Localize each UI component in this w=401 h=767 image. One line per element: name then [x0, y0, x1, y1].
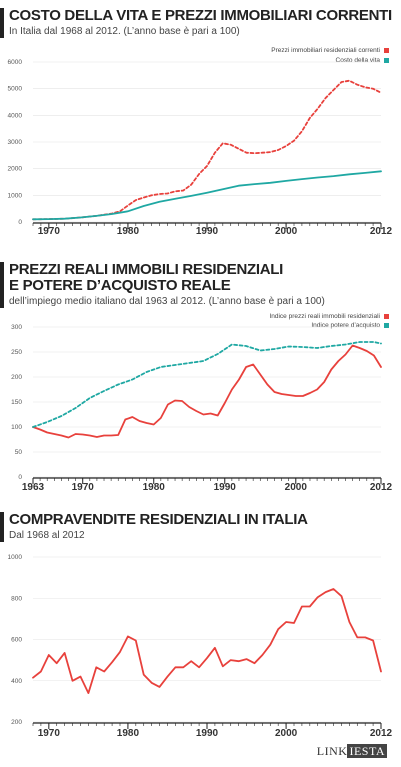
chart-1-legend-swatch-1 [384, 57, 389, 63]
title-bar-3 [0, 512, 4, 542]
chart-1-series-line-0 [32, 79, 382, 221]
chart-3-y-tick-label: 800 [11, 595, 22, 602]
chart-2-series-line-0 [32, 344, 382, 439]
chart-1-y-tick-label: 4000 [8, 112, 23, 119]
chart-3-title: COMPRAVENDITE RESIDENZIALI IN ITALIA [9, 511, 308, 528]
chart-3-y-tick-label: 400 [11, 678, 22, 685]
logo-right: IESTA [347, 744, 387, 758]
chart-2-x-tick-label: 2012 [370, 482, 393, 493]
chart-1-y-tick-label: 5000 [8, 86, 23, 93]
chart-1-legend-label-1: Costo della vita [335, 57, 380, 64]
chart-2-title-line-1: PREZZI REALI IMMOBILI RESIDENZIALI [9, 261, 283, 278]
chart-1-legend-item-0: Prezzi immobiliari residenziali correnti [271, 47, 389, 54]
chart-1-y-tick-label: 1000 [8, 192, 23, 199]
chart-1-x-tick-label: 1980 [117, 226, 140, 237]
chart-2-y-tick-label: 200 [11, 374, 22, 381]
chart-2-y-tick-label: 300 [11, 324, 22, 331]
chart-1-subtitle: In Italia dal 1968 al 2012. (L’anno base… [9, 26, 240, 37]
chart-3-y-tick-label: 600 [11, 637, 22, 644]
chart-2: 0 50 100 150 200 250 300 1963 1970 1980 1990 2000 20… [11, 324, 393, 493]
chart-2-y-tick-label: 0 [18, 474, 22, 481]
chart-3-x-tick-label: 1970 [38, 728, 61, 739]
chart-2-legend-swatch-0 [384, 313, 389, 319]
chart-2-y-tick-label: 150 [11, 399, 22, 406]
logo-left: LINK [316, 744, 348, 758]
chart-2-x-tick-label: 1980 [143, 482, 166, 493]
chart-1: 0 1000 2000 3000 4000 5000 6000 1970 1980 1990 200… [8, 59, 393, 237]
chart-3-x-tick-label: 1990 [196, 728, 219, 739]
chart-1-x-tick-label: 2000 [275, 226, 298, 237]
chart-3-y-tick-label: 200 [11, 719, 22, 726]
chart-2-x-tick-label: 1970 [72, 482, 95, 493]
chart-1-legend-item-1: Costo della vita [336, 57, 389, 64]
chart-2-title-line-2: E POTERE D’ACQUISTO REALE [9, 277, 231, 294]
chart-3-y-tick-label: 1000 [8, 554, 23, 561]
chart-2-subtitle: dell’impiego medio italiano dal 1963 al … [9, 296, 325, 307]
title-bar-1 [0, 8, 4, 38]
chart-1-x-tick-label: 1970 [38, 226, 61, 237]
chart-2-legend-swatch-1 [384, 322, 389, 328]
chart-1-y-tick-label: 0 [18, 219, 22, 226]
chart-3-x-tick-label: 2000 [275, 728, 298, 739]
chart-3-x-tick-label: 2012 [370, 728, 393, 739]
linkiesta-logo: LINK IESTA [317, 744, 387, 759]
chart-2-legend-label-0: Indice prezzi reali immobili residenzial… [269, 313, 380, 320]
chart-2-legend-item-1: Indice potere d’acquisto [311, 322, 389, 329]
chart-3-subtitle: Dal 1968 al 2012 [9, 530, 85, 541]
chart-1-x-tick-label: 2012 [370, 226, 393, 237]
chart-2-series-line-1 [32, 341, 382, 428]
chart-1-y-tick-label: 3000 [8, 139, 23, 146]
chart-2-legend-label-1: Indice potere d’acquisto [311, 322, 380, 329]
chart-1-title: COSTO DELLA VITA E PREZZI IMMOBILIARI CO… [9, 7, 392, 24]
chart-2-y-tick-label: 100 [11, 424, 22, 431]
chart-1-series-line-1 [32, 170, 382, 221]
chart-2-y-tick-label: 50 [15, 449, 23, 456]
title-bar-2 [0, 262, 4, 308]
chart-3-series-line-0 [32, 588, 382, 694]
chart-2-x-tick-label: 1990 [214, 482, 237, 493]
chart-2-y-tick-label: 250 [11, 349, 22, 356]
chart-1-x-tick-label: 1990 [196, 226, 219, 237]
chart-3-x-tick-label: 1980 [117, 728, 140, 739]
chart-1-y-tick-label: 6000 [8, 59, 23, 66]
chart-1-y-tick-label: 2000 [8, 166, 23, 173]
chart-2-x-tick-label: 2000 [285, 482, 308, 493]
chart-1-legend-swatch-0 [384, 47, 389, 53]
chart-2-legend-item-0: Indice prezzi reali immobili residenzial… [269, 313, 389, 320]
chart-1-legend-label-0: Prezzi immobiliari residenziali correnti [271, 47, 380, 54]
chart-2-x-tick-label: 1963 [22, 482, 45, 493]
